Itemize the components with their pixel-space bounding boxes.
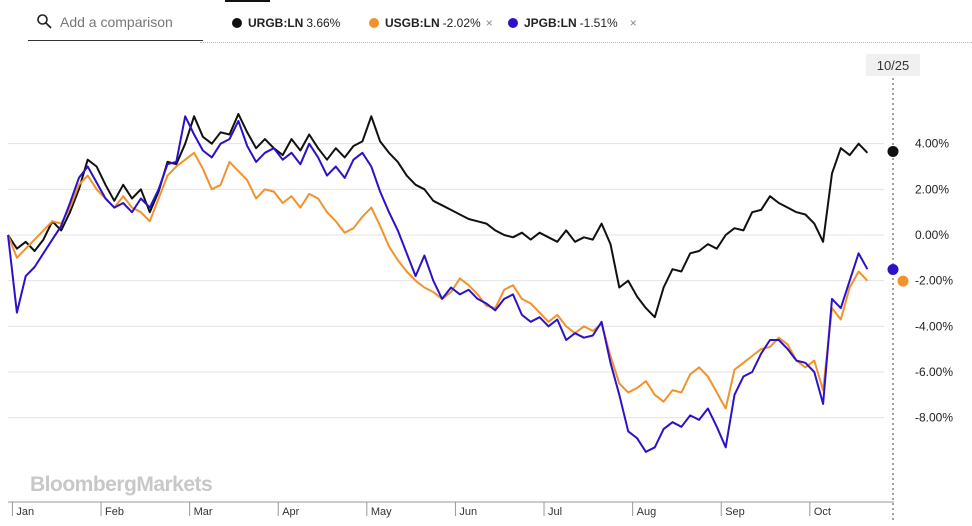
search-icon (37, 14, 52, 29)
series-end-marker (887, 263, 899, 275)
close-icon[interactable]: × (485, 16, 493, 30)
legend-item-urgb[interactable]: URGB:LN 3.66% (232, 14, 340, 32)
legend-ticker: JPGB:LN (524, 16, 577, 30)
y-tick-label: -2.00% (915, 274, 953, 288)
series-end-marker (897, 275, 909, 287)
x-tick-label: Aug (637, 506, 657, 518)
cursor-label-box (866, 54, 920, 76)
series-end-marker (887, 145, 899, 157)
legend-change: 3.66% (306, 16, 341, 30)
comparison-toolbar: URGB:LN 3.66% USGB:LN -2.02% × JPGB:LN -… (0, 0, 972, 44)
legend-ticker: URGB:LN (248, 16, 304, 30)
legend-change: -2.02% (442, 16, 481, 30)
y-tick-label: -4.00% (915, 319, 953, 333)
x-tick-label: Jun (459, 506, 477, 518)
x-tick-label: Apr (282, 506, 299, 518)
legend-ticker: USGB:LN (385, 16, 440, 30)
x-tick-label: Oct (814, 506, 831, 518)
toolbar-accent-line (225, 0, 270, 2)
x-tick-label: Mar (194, 506, 213, 518)
search-box[interactable] (28, 6, 203, 41)
legend-dot-icon (232, 18, 242, 28)
y-tick-label: -8.00% (915, 411, 953, 425)
legend-change: -1.51% (579, 16, 618, 30)
cursor-date-label: 10/25 (877, 58, 910, 73)
y-tick-label: -6.00% (915, 365, 953, 379)
y-tick-label: 4.00% (915, 137, 949, 151)
toolbar-divider (200, 42, 972, 43)
y-tick-label: 0.00% (915, 228, 949, 242)
series-line-jpgbln (7, 115, 869, 453)
series-line-usgbln (7, 151, 869, 410)
legend-item-jpgb[interactable]: JPGB:LN -1.51% × (508, 14, 637, 32)
series-line-urgbln (7, 113, 869, 319)
legend-dot-icon (369, 18, 379, 28)
x-tick-label: Jul (548, 506, 562, 518)
y-tick-label: 2.00% (915, 182, 949, 196)
x-tick-label: Feb (105, 506, 124, 518)
x-tick-label: Jan (16, 506, 34, 518)
x-tick-label: Sep (725, 506, 745, 518)
search-input[interactable] (60, 12, 200, 32)
close-icon[interactable]: × (629, 16, 637, 30)
x-tick-label: May (371, 506, 392, 518)
legend-item-usgb[interactable]: USGB:LN -2.02% × (369, 14, 493, 32)
legend-dot-icon (508, 18, 518, 28)
bloomberg-markets-logo: BloombergMarkets (30, 473, 213, 496)
